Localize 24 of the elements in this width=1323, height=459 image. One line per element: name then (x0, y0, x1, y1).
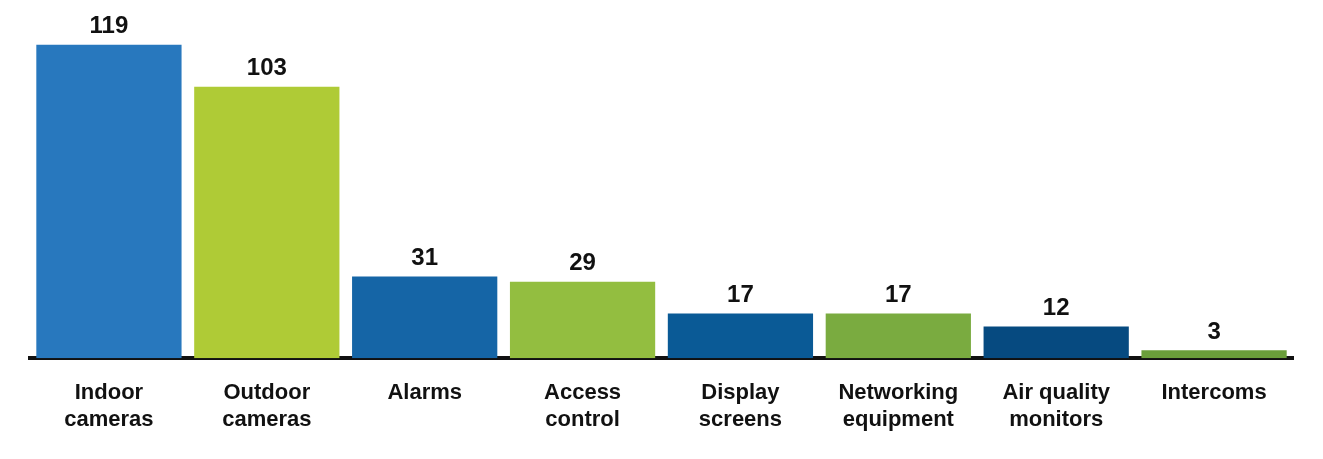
x-tick-label: Intercoms (1161, 379, 1267, 405)
x-tick-label: Air quality monitors (1002, 379, 1111, 431)
bar (194, 86, 340, 359)
bar (983, 326, 1129, 359)
bar (825, 313, 971, 359)
data-label: 17 (884, 280, 912, 308)
data-label: 12 (1042, 293, 1070, 321)
x-tick-label: Outdoor cameras (222, 379, 312, 431)
data-label: 103 (246, 53, 287, 81)
data-label: 17 (727, 280, 754, 308)
x-tick-label: Display screens (698, 379, 783, 431)
data-label: 29 (569, 248, 596, 276)
bar (352, 276, 498, 359)
x-tick-label: Alarms (387, 379, 462, 405)
x-tick-label: Indoor cameras (64, 379, 154, 431)
bar (667, 313, 814, 359)
data-label: 31 (411, 243, 439, 271)
x-tick-label: Access control (544, 379, 622, 431)
bar (509, 281, 656, 359)
bar (1141, 350, 1287, 359)
x-tick-label: Networking equipment (838, 379, 959, 431)
bar (36, 44, 182, 359)
data-label: 119 (89, 11, 129, 39)
data-label: 3 (1207, 316, 1221, 344)
